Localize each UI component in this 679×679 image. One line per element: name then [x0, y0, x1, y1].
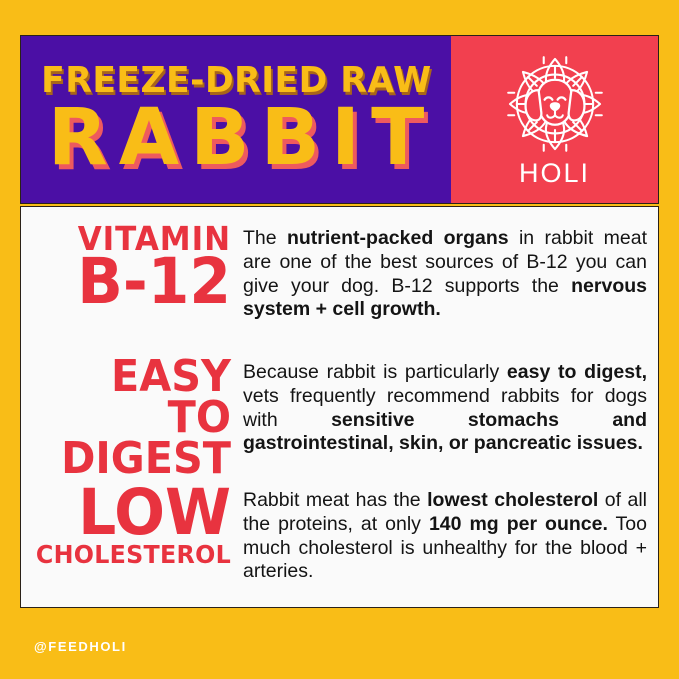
holi-mandala-dog-logo-icon: [506, 56, 603, 152]
fact-headline-line-1: LOW: [78, 476, 231, 549]
fact-body: Rabbit meat has the lowest cholesterol o…: [243, 489, 648, 583]
brand-name: HOLI: [518, 158, 591, 188]
fact-row: LOW CHOLESTEROL Rabbit meat has the lowe…: [21, 476, 658, 584]
fact-headline-line-1: EASY TO: [110, 351, 231, 443]
header-title-panel: FREEZE-DRIED RAW RABBIT: [21, 36, 451, 203]
fact-headline: LOW CHOLESTEROL: [21, 476, 243, 569]
fact-body: The nutrient-packed organs in rabbit mea…: [243, 227, 647, 321]
fact-headline: VITAMIN B-12: [21, 219, 243, 319]
fact-headline-line-2: DIGEST: [61, 432, 232, 484]
fact-row: VITAMIN B-12 The nutrient-packed organs …: [21, 219, 658, 322]
fact-headline-line-1: VITAMIN: [77, 219, 231, 258]
fact-headline: EASY TO DIGEST: [21, 351, 243, 484]
product-kicker: FREEZE-DRIED RAW: [40, 60, 432, 102]
header-band: FREEZE-DRIED RAW RABBIT: [20, 35, 659, 204]
page-title: RABBIT: [47, 93, 436, 184]
fact-headline-line-2: B-12: [77, 245, 231, 319]
facts-card: VITAMIN B-12 The nutrient-packed organs …: [20, 206, 659, 608]
social-handle: @FEEDHOLI: [34, 639, 127, 654]
fact-body: Because rabbit is particularly easy to d…: [243, 361, 647, 455]
brand-panel: HOLI: [451, 36, 658, 203]
fact-row: EASY TO DIGEST Because rabbit is particu…: [21, 351, 658, 484]
fact-headline-line-2: CHOLESTEROL: [35, 539, 232, 569]
